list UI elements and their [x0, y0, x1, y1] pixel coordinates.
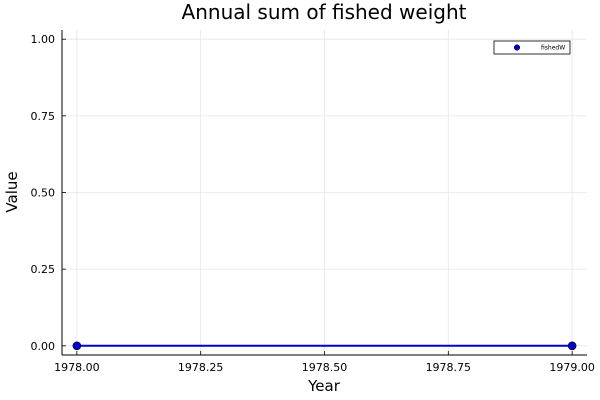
y-tick-label: 0.00 — [31, 340, 56, 353]
x-tick-labels: 1978.00 1978.25 1978.50 1978.75 1979.00 — [54, 361, 595, 374]
data-point — [567, 341, 577, 351]
x-tick-label: 1978.75 — [426, 361, 472, 374]
y-tick-label: 0.50 — [31, 187, 56, 200]
legend-box — [493, 40, 571, 55]
y-tick-labels: 0.00 0.25 0.50 0.75 1.00 — [31, 33, 56, 353]
y-tick-label: 0.75 — [31, 110, 56, 123]
x-tick-label: 1978.00 — [54, 361, 100, 374]
chart-title: Annual sum of fished weight — [182, 0, 467, 24]
x-tick-label: 1978.25 — [178, 361, 224, 374]
legend-label: fishedW — [541, 45, 565, 52]
axes — [61, 30, 587, 356]
data-point — [72, 341, 82, 351]
legend-marker — [513, 44, 521, 51]
x-tick-label: 1978.50 — [302, 361, 348, 374]
x-axis-title: Year — [307, 377, 341, 395]
y-tick-label: 0.25 — [31, 263, 56, 276]
x-tick-label: 1979.00 — [549, 361, 595, 374]
legend: fishedW — [493, 40, 571, 55]
series-layer — [72, 341, 577, 351]
y-tick-label: 1.00 — [31, 33, 56, 46]
y-axis-title: Value — [3, 171, 21, 212]
